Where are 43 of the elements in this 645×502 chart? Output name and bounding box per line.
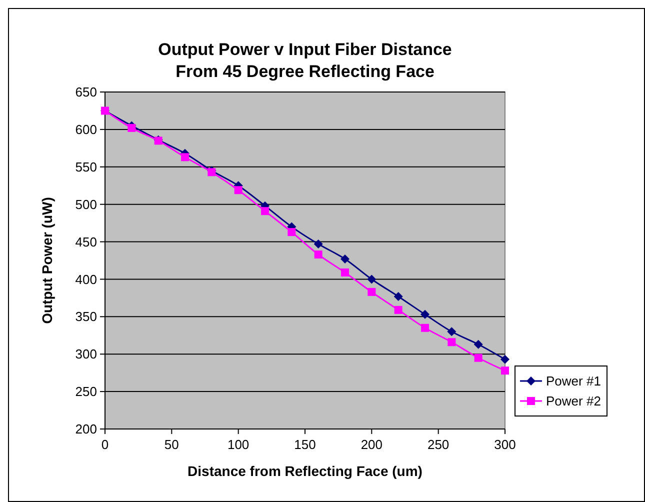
y-tick-label: 550 — [75, 159, 97, 174]
x-tick-label: 300 — [494, 437, 516, 452]
legend-label: Power #1 — [546, 374, 601, 389]
point — [421, 324, 429, 332]
y-tick-label: 400 — [75, 272, 97, 287]
point — [420, 310, 430, 319]
chart-title: Output Power v Input Fiber Distance From 45 Degree Reflecting Face — [158, 40, 452, 81]
x-tick-label: 250 — [427, 437, 450, 452]
point — [341, 268, 349, 276]
point — [314, 240, 323, 249]
y-tick-label: 250 — [75, 384, 97, 400]
point — [447, 327, 456, 336]
x-axis-title: Distance from Reflecting Face (um) — [188, 463, 422, 479]
x-tick-label: 50 — [164, 437, 179, 452]
x-tick-label: 200 — [360, 437, 383, 452]
legend-label: Power #2 — [546, 394, 601, 409]
y-tick-label: 450 — [75, 234, 97, 250]
point — [261, 207, 269, 216]
y-axis-title: Output Power (uW) — [39, 197, 55, 324]
y-tick-label: 650 — [75, 84, 97, 100]
x-tick-label: 150 — [294, 437, 316, 452]
point — [500, 354, 510, 364]
point — [474, 354, 482, 362]
y-tick-label: 350 — [75, 309, 97, 324]
point — [368, 288, 376, 296]
point — [314, 250, 322, 259]
y-tick-label: 600 — [75, 122, 97, 137]
point — [501, 366, 509, 375]
point — [367, 274, 376, 284]
x-tick-label: 0 — [101, 437, 109, 452]
point — [340, 254, 350, 264]
point — [448, 338, 456, 346]
point — [288, 228, 296, 236]
point — [394, 306, 402, 314]
y-tick-label: 200 — [75, 422, 97, 437]
point — [234, 186, 242, 194]
y-tick-label: 500 — [75, 196, 97, 212]
point — [128, 124, 136, 132]
x-tick-label: 100 — [227, 437, 250, 452]
y-tick-label: 300 — [75, 346, 97, 362]
point — [394, 292, 403, 301]
point — [181, 153, 189, 162]
point — [474, 340, 483, 349]
